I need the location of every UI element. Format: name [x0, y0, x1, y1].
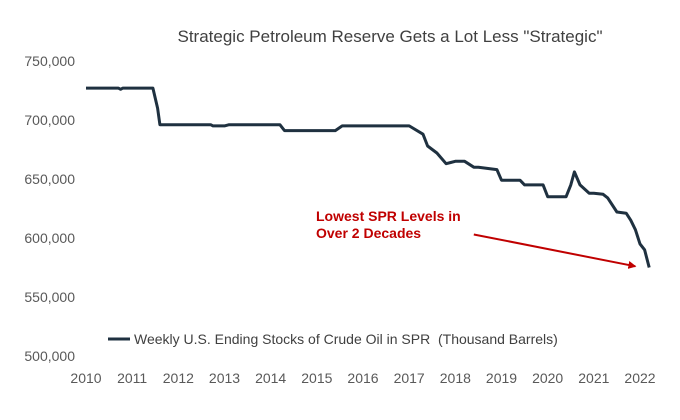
- y-tick-label: 550,000: [24, 289, 75, 305]
- series-line-spr-stocks: [86, 86, 651, 268]
- y-tick-label: 750,000: [24, 53, 75, 69]
- x-tick-label: 2013: [209, 370, 240, 386]
- annotation-lowest-spr: Lowest SPR Levels in Over 2 Decades: [316, 208, 637, 269]
- legend-label: Weekly U.S. Ending Stocks of Crude Oil i…: [134, 331, 558, 347]
- x-axis-tick-labels: 2010 2011 2012 2013 2014 2015 2016 2017 2018 2019…: [70, 370, 655, 386]
- x-tick-label: 2018: [440, 370, 471, 386]
- y-tick-label: 650,000: [24, 171, 75, 187]
- x-tick-label: 2021: [578, 370, 609, 386]
- chart-title: Strategic Petroleum Reserve Gets a Lot L…: [178, 27, 603, 46]
- x-tick-label: 2022: [624, 370, 655, 386]
- x-tick-label: 2010: [70, 370, 101, 386]
- x-tick-label: 2019: [486, 370, 517, 386]
- x-tick-label: 2016: [347, 370, 378, 386]
- annotation-arrow: [473, 233, 637, 269]
- y-tick-label: 700,000: [24, 112, 75, 128]
- x-tick-label: 2020: [532, 370, 563, 386]
- x-tick-label: 2017: [394, 370, 425, 386]
- annotation-text-line-1: Lowest SPR Levels in: [316, 208, 461, 224]
- annotation-text-line-2: Over 2 Decades: [316, 225, 421, 241]
- x-tick-label: 2011: [117, 370, 147, 386]
- legend: Weekly U.S. Ending Stocks of Crude Oil i…: [108, 331, 558, 347]
- x-tick-label: 2015: [301, 370, 332, 386]
- y-axis-tick-labels: 500,000 550,000 600,000 650,000 700,000 750,0…: [24, 53, 75, 364]
- x-tick-label: 2014: [255, 370, 286, 386]
- y-tick-label: 600,000: [24, 230, 75, 246]
- y-tick-label: 500,000: [24, 348, 75, 364]
- x-tick-label: 2012: [163, 370, 194, 386]
